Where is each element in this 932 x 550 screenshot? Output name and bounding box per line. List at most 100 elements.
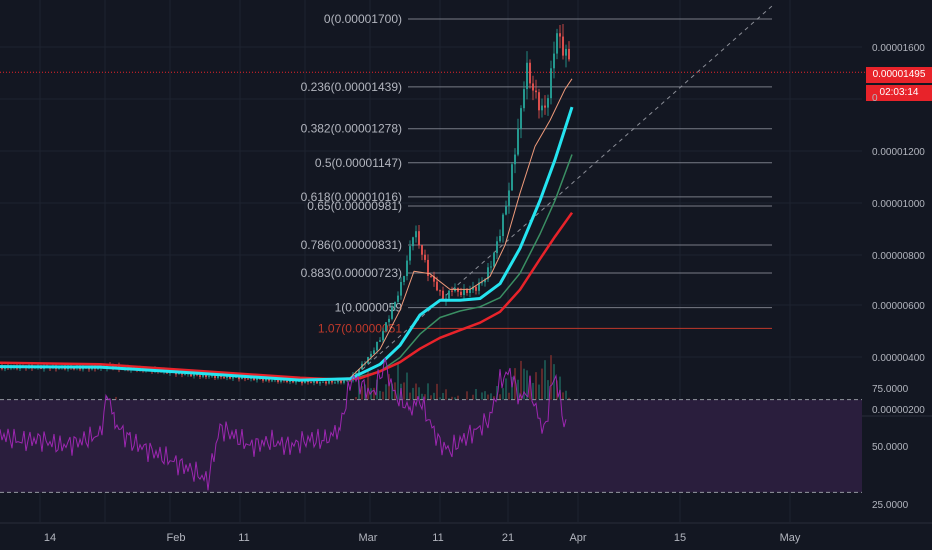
candle-body-183 [550,68,552,99]
fibonacci-retracement[interactable]: 0(0.00001700) 0.236(0.00001439) 0.382(0.00… [301,12,772,335]
candle-body-170 [511,164,513,191]
volume-bar-171 [514,368,516,416]
candle-body-138 [415,231,417,238]
candle-body-68 [205,374,207,378]
volume-bar-170 [511,376,513,416]
candle-body-160 [481,282,483,284]
volume-bar-181 [544,360,546,416]
candle-body-185 [556,33,558,54]
candle-body-155 [466,288,468,293]
price-axis-label-5: 0.00000400 [872,353,925,364]
candle-body-136 [409,246,411,261]
candle-body-63 [190,373,192,377]
candle-body-118 [355,373,357,375]
candle-body-125 [376,341,378,351]
rsi-line [0,357,567,491]
candle-body-187 [562,36,564,56]
candle-body-61 [184,374,186,376]
candle-body-100 [301,380,303,384]
candle-body-85 [256,378,258,381]
candle-body-159 [478,282,480,291]
candle-body-174 [523,89,525,109]
candle-body-163 [490,266,492,268]
price-axis-label-1: 0.00001200 [872,147,925,158]
candle-body-173 [520,108,522,129]
time-axis-label-3: Mar [359,532,378,544]
volume-bar-175 [526,370,528,416]
candle-body-64 [193,374,195,377]
candle-body-158 [475,286,477,291]
candle-body-180 [541,105,543,111]
candle-body-77 [232,377,234,379]
candle-body-139 [418,231,420,246]
candle-body-80 [241,376,243,380]
candle-body-105 [316,380,318,384]
candle-body-88 [265,378,267,381]
fib-label-3: 0.5(0.00001147) [315,156,402,170]
volume-bar-168 [505,378,507,416]
ma-red-line [0,211,574,381]
candle-body-78 [235,376,237,378]
volume-bar-176 [529,376,531,416]
candle-body-130 [391,306,393,319]
rsi-axis-label-2: 25.0000 [872,500,909,511]
candle-body-162 [487,267,489,280]
candle-body-132 [397,295,399,302]
candle-body-189 [568,48,570,60]
time-axis-label-7: 15 [674,532,686,544]
candle-body-32 [97,368,99,370]
countdown-badge: 02:03:14 [866,85,932,101]
candle-body-107 [322,381,324,383]
time-axis-label-1: Feb [167,532,186,544]
volume-bar-178 [535,372,537,416]
candle-body-137 [412,237,414,247]
fib-label-1: 0.236(0.00001439) [301,80,402,94]
rsi-axis-label-1: 50.0000 [872,442,909,453]
volume-bar-122 [367,369,369,416]
price-axis[interactable]: 0.00001600 0.00001200 0.00001000 0.00000800… [872,43,925,511]
candle-body-71 [214,375,216,379]
candle-body-175 [526,62,528,90]
candle-body-164 [493,253,495,267]
candle-body-141 [424,254,426,260]
volume-bar-184 [553,364,555,416]
rsi-band-fill [0,399,862,493]
candle-body-124 [373,350,375,354]
candle-body-140 [421,245,423,255]
time-axis-label-8: May [780,532,801,544]
rsi-axis-label-0: 75.0000 [872,384,909,395]
candle-body-153 [460,291,462,296]
candle-body-84 [253,377,255,381]
time-axis[interactable]: 14 Feb 11 Mar 11 21 Apr 15 May [0,522,932,544]
candle-body-144 [433,276,435,282]
candle-body-147 [442,290,444,301]
candle-body-98 [295,381,297,383]
candle-body-73 [220,375,222,378]
candle-body-101 [304,380,306,384]
candle-body-113 [340,380,342,383]
candle-body-119 [358,368,360,374]
fib-label-0: 0(0.00001700) [324,12,402,26]
candle-body-82 [247,378,249,380]
candle-body-104 [313,380,315,383]
fib-label-5: 0.65(0.00000981) [307,199,402,213]
candle-body-166 [499,235,501,242]
candle-body-143 [430,275,432,277]
candle-body-112 [337,380,339,383]
candle-body-167 [502,214,504,236]
candle-body-146 [439,290,441,292]
candle-body-154 [463,288,465,296]
candle-body-161 [484,279,486,283]
candle-body-70 [211,375,213,377]
fib-label-9: 1.07(0.0000051 [318,321,402,335]
candle-body-149 [448,290,450,299]
candle-body-24 [73,368,75,370]
axis-partial-label: 0 [872,93,878,104]
candle-body-72 [217,375,219,379]
fib-label-2: 0.382(0.00001278) [301,122,402,136]
fib-label-4: 0.618(0.00001016) [301,190,402,204]
candle-body-145 [436,281,438,291]
candle-body-186 [559,33,561,37]
trend-line[interactable] [0,5,866,381]
